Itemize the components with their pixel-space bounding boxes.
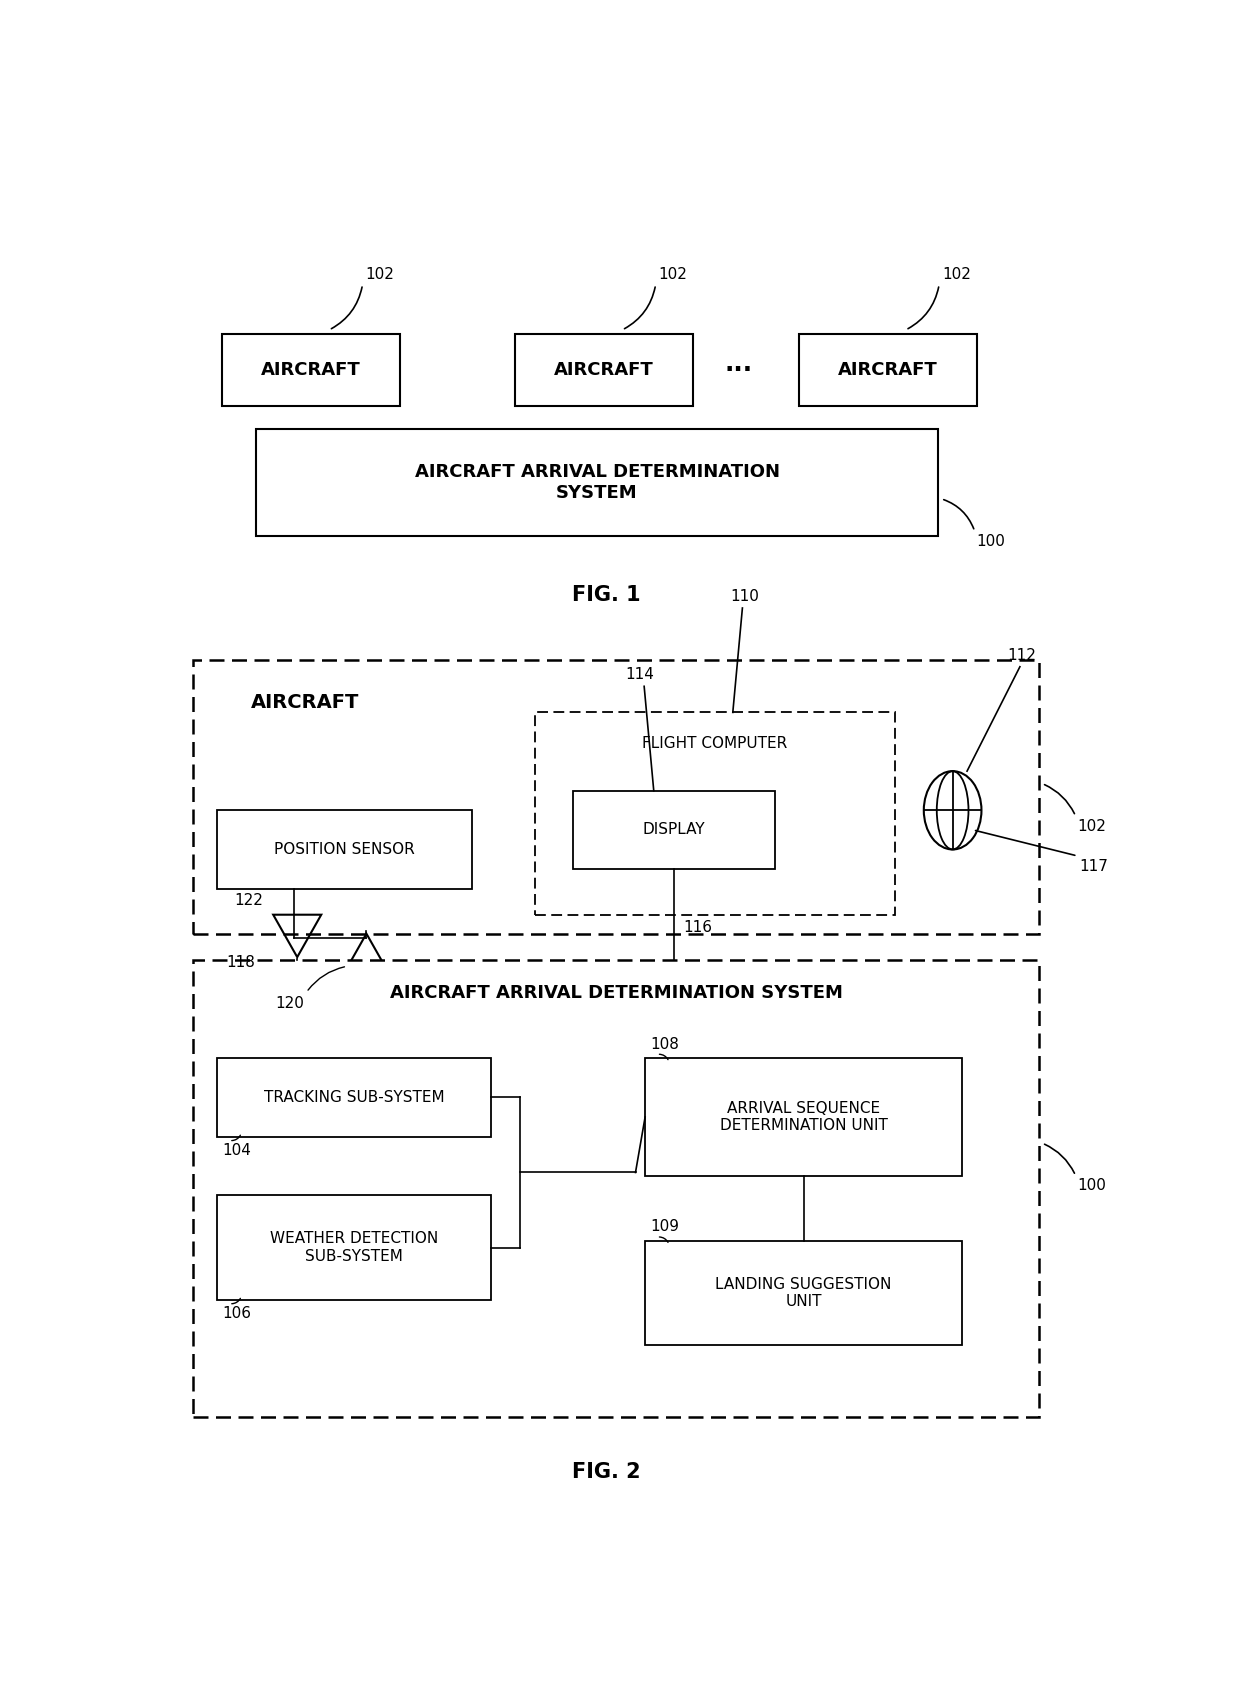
Text: 102: 102: [366, 266, 394, 281]
Text: AIRCRAFT ARRIVAL DETERMINATION SYSTEM: AIRCRAFT ARRIVAL DETERMINATION SYSTEM: [389, 983, 843, 1002]
Text: 102: 102: [1078, 819, 1106, 834]
Text: AIRCRAFT: AIRCRAFT: [250, 693, 360, 712]
FancyBboxPatch shape: [645, 1241, 962, 1346]
Text: ARRIVAL SEQUENCE
DETERMINATION UNIT: ARRIVAL SEQUENCE DETERMINATION UNIT: [719, 1100, 888, 1134]
Text: 116: 116: [683, 920, 713, 936]
Text: 122: 122: [234, 893, 264, 909]
Text: FIG. 2: FIG. 2: [573, 1463, 641, 1481]
FancyBboxPatch shape: [222, 334, 401, 405]
Text: 106: 106: [222, 1307, 252, 1320]
FancyBboxPatch shape: [645, 1058, 962, 1176]
Text: TRACKING SUB-SYSTEM: TRACKING SUB-SYSTEM: [264, 1090, 445, 1105]
FancyBboxPatch shape: [217, 1058, 491, 1137]
Text: AIRCRAFT: AIRCRAFT: [554, 361, 655, 378]
Text: 118: 118: [227, 956, 255, 971]
Text: 100: 100: [1078, 1178, 1106, 1193]
Text: 112: 112: [1007, 647, 1037, 663]
FancyBboxPatch shape: [193, 661, 1039, 934]
Text: 110: 110: [730, 590, 759, 603]
Text: 117: 117: [1080, 859, 1109, 873]
Text: 114: 114: [625, 668, 653, 683]
Text: 120: 120: [275, 995, 304, 1010]
Text: 100: 100: [977, 534, 1006, 549]
Text: ···: ···: [724, 358, 753, 383]
Text: 102: 102: [942, 266, 971, 281]
Text: 104: 104: [222, 1142, 252, 1158]
Text: 108: 108: [650, 1037, 678, 1051]
FancyBboxPatch shape: [534, 712, 895, 915]
Text: DISPLAY: DISPLAY: [642, 822, 706, 837]
Text: POSITION SENSOR: POSITION SENSOR: [274, 842, 415, 858]
Text: WEATHER DETECTION
SUB-SYSTEM: WEATHER DETECTION SUB-SYSTEM: [270, 1231, 439, 1264]
Text: FIG. 1: FIG. 1: [573, 585, 641, 605]
Text: AIRCRAFT ARRIVAL DETERMINATION
SYSTEM: AIRCRAFT ARRIVAL DETERMINATION SYSTEM: [414, 463, 780, 502]
Text: AIRCRAFT: AIRCRAFT: [838, 361, 937, 378]
Text: FLIGHT COMPUTER: FLIGHT COMPUTER: [642, 736, 787, 751]
Text: LANDING SUGGESTION
UNIT: LANDING SUGGESTION UNIT: [715, 1276, 892, 1310]
Text: 109: 109: [650, 1219, 680, 1234]
FancyBboxPatch shape: [217, 1195, 491, 1300]
Text: AIRCRAFT: AIRCRAFT: [262, 361, 361, 378]
FancyBboxPatch shape: [193, 961, 1039, 1417]
FancyBboxPatch shape: [516, 334, 693, 405]
FancyBboxPatch shape: [217, 810, 472, 888]
FancyBboxPatch shape: [573, 790, 775, 870]
FancyBboxPatch shape: [799, 334, 977, 405]
Text: 102: 102: [658, 266, 687, 281]
FancyBboxPatch shape: [255, 429, 939, 536]
